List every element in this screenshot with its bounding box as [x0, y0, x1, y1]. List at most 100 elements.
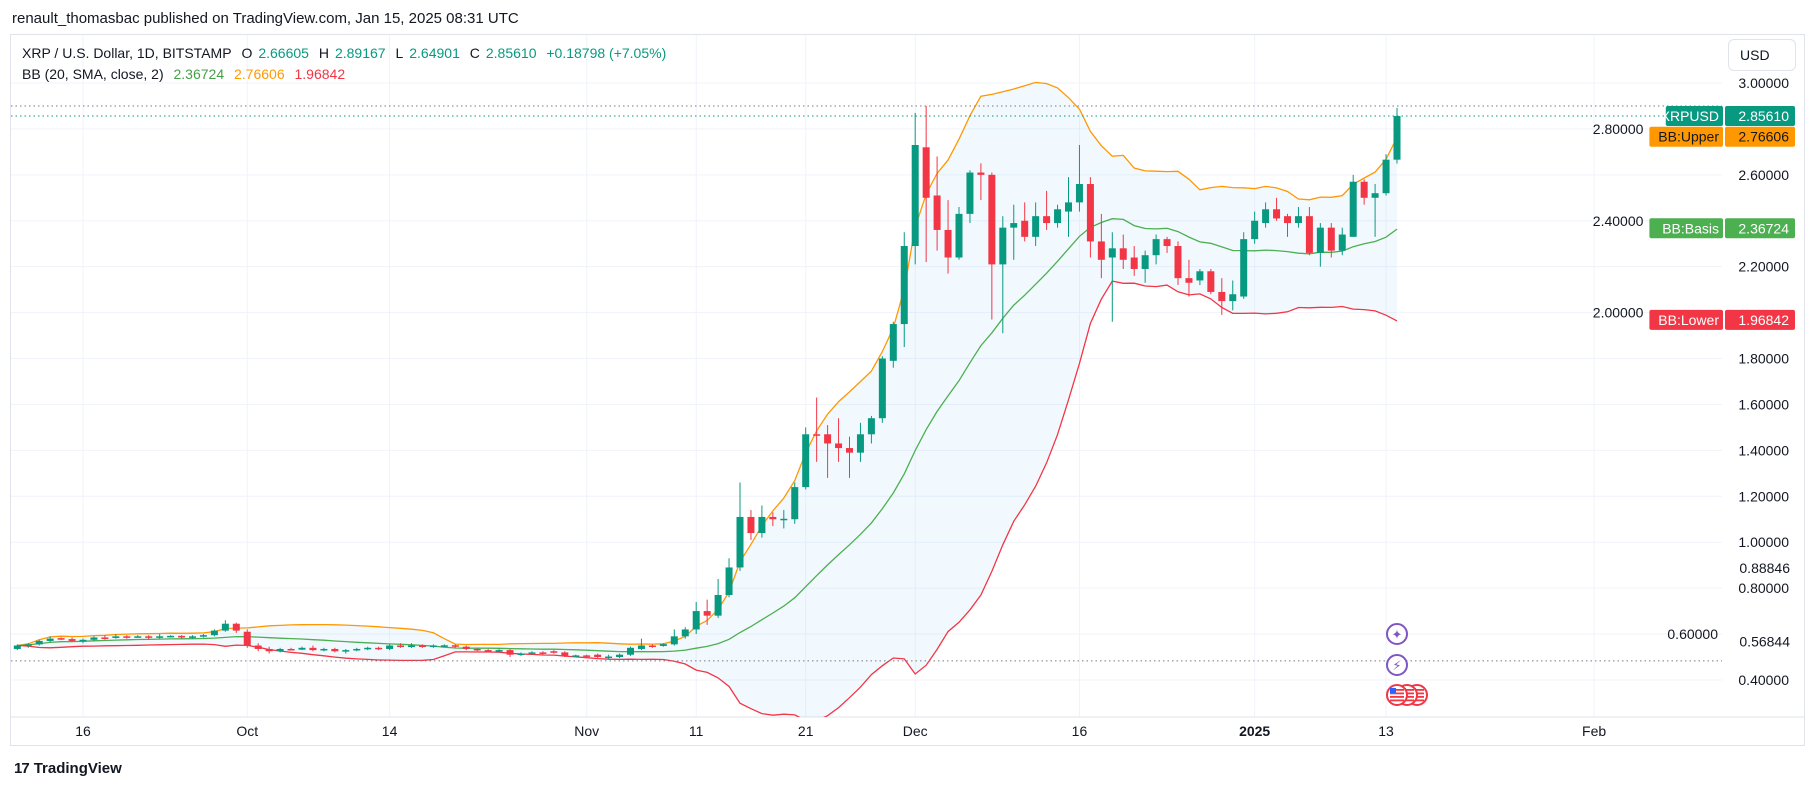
candle[interactable] [802, 427, 810, 490]
candle[interactable] [966, 170, 974, 224]
candle[interactable] [276, 647, 284, 653]
candle[interactable] [780, 510, 788, 529]
candle[interactable] [57, 637, 65, 640]
candle[interactable] [1086, 177, 1094, 258]
candle[interactable] [878, 356, 886, 423]
candle[interactable] [1141, 250, 1149, 283]
candle[interactable] [462, 645, 470, 651]
candle[interactable] [846, 436, 853, 478]
candle[interactable] [1207, 268, 1215, 295]
candle[interactable] [1316, 223, 1324, 267]
candle[interactable] [1294, 206, 1302, 228]
candle[interactable] [1032, 202, 1040, 247]
candle[interactable] [1327, 223, 1335, 258]
candle[interactable] [189, 635, 196, 639]
candle[interactable] [659, 643, 667, 647]
candle[interactable] [287, 647, 295, 651]
candle[interactable] [1262, 202, 1270, 228]
candle[interactable] [1196, 268, 1204, 286]
candle[interactable] [243, 629, 251, 648]
candle[interactable] [1251, 211, 1259, 244]
candle[interactable] [375, 646, 383, 651]
candle[interactable] [353, 647, 361, 652]
candle[interactable] [221, 620, 229, 632]
candle[interactable] [145, 635, 153, 640]
candle[interactable] [572, 654, 580, 657]
star-event-icon[interactable]: ✦ [1386, 623, 1408, 645]
candle[interactable] [79, 638, 87, 644]
candle[interactable] [627, 646, 634, 656]
candle[interactable] [1075, 144, 1083, 212]
candle[interactable] [1349, 174, 1357, 237]
candle[interactable] [386, 644, 394, 651]
candle[interactable] [856, 422, 864, 462]
candle[interactable] [429, 644, 437, 648]
candle[interactable] [955, 206, 963, 260]
candle[interactable] [605, 654, 613, 660]
candle[interactable] [101, 635, 109, 640]
candle[interactable] [1021, 202, 1029, 242]
candle[interactable] [364, 646, 372, 651]
candle[interactable] [988, 172, 996, 320]
candle[interactable] [331, 647, 339, 653]
currency-button[interactable]: USD [1728, 39, 1796, 71]
candle[interactable] [1338, 227, 1346, 256]
candle[interactable] [1273, 197, 1281, 221]
candle[interactable] [90, 636, 98, 641]
candle[interactable] [769, 512, 777, 527]
candle[interactable] [758, 505, 766, 538]
candle[interactable] [484, 648, 492, 653]
candle[interactable] [944, 200, 952, 274]
candle[interactable] [813, 397, 821, 462]
candle[interactable] [933, 156, 941, 251]
candle[interactable] [616, 653, 624, 659]
candle[interactable] [167, 635, 175, 638]
candle[interactable] [561, 651, 569, 657]
candle[interactable] [594, 653, 602, 659]
symbol-name[interactable]: XRP / U.S. Dollar, 1D, BITSTAMP [22, 45, 232, 61]
candle[interactable] [210, 629, 218, 637]
candle[interactable] [1218, 278, 1226, 315]
candle[interactable] [922, 105, 930, 263]
candle[interactable] [1382, 154, 1390, 196]
candle[interactable] [254, 643, 262, 652]
candle[interactable] [397, 643, 405, 648]
candle[interactable] [320, 647, 328, 652]
candle[interactable] [999, 216, 1007, 334]
candle[interactable] [681, 627, 689, 639]
candle[interactable] [123, 635, 131, 639]
candle[interactable] [265, 646, 273, 654]
candle[interactable] [889, 321, 897, 368]
candle[interactable] [178, 635, 186, 639]
candle[interactable] [1174, 241, 1182, 286]
candle[interactable] [528, 651, 536, 655]
candle[interactable] [725, 558, 733, 598]
candle[interactable] [342, 648, 350, 654]
candle[interactable] [13, 644, 21, 651]
us-economic-event-icon[interactable] [1386, 684, 1428, 706]
candle[interactable] [703, 599, 711, 625]
candle[interactable] [24, 643, 32, 648]
candle[interactable] [156, 634, 164, 639]
candle[interactable] [900, 232, 908, 348]
candle[interactable] [736, 482, 744, 571]
candle[interactable] [112, 634, 120, 639]
candle[interactable] [1097, 213, 1105, 279]
candle[interactable] [911, 112, 919, 265]
candle[interactable] [1119, 234, 1127, 269]
candle[interactable] [309, 645, 317, 652]
candle[interactable] [1360, 179, 1368, 205]
candle[interactable] [583, 654, 591, 657]
candle[interactable] [791, 482, 799, 524]
candle[interactable] [1371, 184, 1379, 237]
candle[interactable] [714, 578, 722, 618]
candle[interactable] [1163, 236, 1171, 253]
candle[interactable] [1108, 232, 1116, 322]
candle[interactable] [1185, 259, 1193, 297]
candle[interactable] [648, 644, 656, 648]
candle[interactable] [977, 163, 985, 201]
candle[interactable] [867, 415, 875, 444]
candle[interactable] [35, 639, 43, 646]
candle[interactable] [199, 634, 207, 638]
